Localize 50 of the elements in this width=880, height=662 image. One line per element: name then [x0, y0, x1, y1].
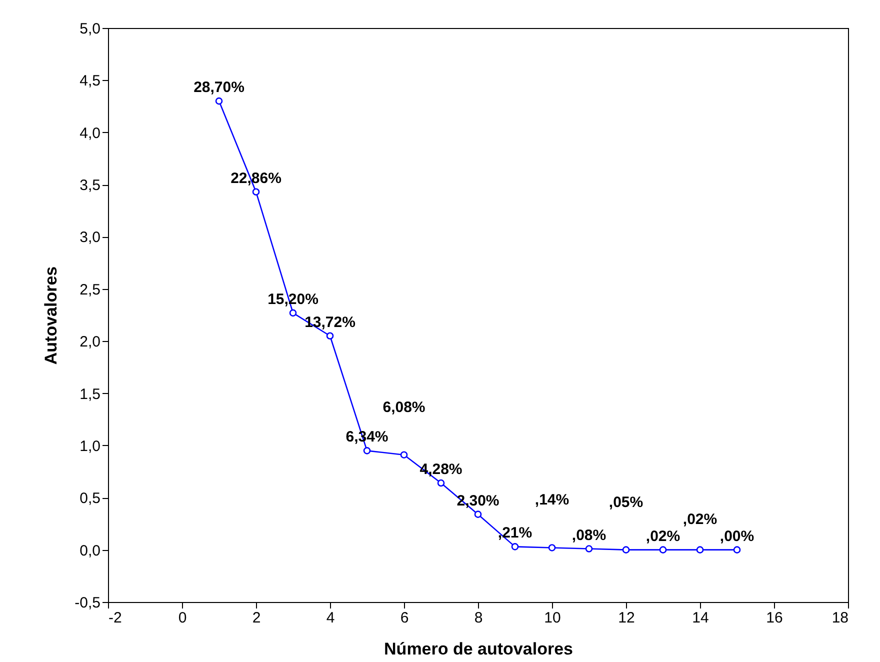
x-tick-label: 18	[832, 610, 848, 626]
point	[585, 545, 593, 552]
point	[400, 451, 408, 458]
y-tick-label: 4,5	[80, 72, 100, 90]
x-tick-label: 14	[692, 610, 709, 626]
y-tick-label: 1,0	[80, 438, 100, 455]
point	[252, 188, 260, 196]
y-tick-label: 0,0	[80, 542, 100, 560]
x-tick-label: 0	[178, 610, 187, 626]
x-tick-label: 16	[766, 610, 783, 626]
point	[326, 332, 334, 340]
annotation: ,02%	[682, 510, 718, 528]
x-tick-label: 6	[400, 610, 409, 626]
x-tick-label: 8	[474, 610, 483, 626]
point	[622, 546, 630, 554]
point	[215, 97, 223, 105]
y-tick-label: 3,0	[80, 229, 100, 246]
y-axis-title: Autovalores	[42, 266, 61, 365]
x-axis-title: Número de autovalores	[384, 640, 573, 658]
x-tick-label: 10	[544, 610, 561, 626]
y-tick-label: 5,0	[80, 20, 100, 38]
annotation: ,21%	[498, 524, 532, 542]
point	[289, 309, 297, 317]
point	[733, 546, 741, 554]
annotation: ,02%	[646, 528, 680, 545]
annotation: ,08%	[572, 526, 606, 544]
x-tick-label: 12	[618, 610, 635, 626]
y-tick-label: 0,5	[80, 490, 100, 508]
y-tick-label: -0,5	[74, 594, 100, 612]
annotation: ,14%	[534, 492, 570, 509]
annotation: 28,70%	[194, 79, 244, 96]
point	[363, 447, 371, 454]
point	[437, 479, 445, 487]
annotation: ,00%	[720, 528, 754, 545]
y-tick-label: 3,5	[80, 177, 100, 194]
annotation: ,05%	[608, 494, 644, 511]
point	[696, 546, 704, 554]
annotation: 6,08%	[382, 398, 426, 416]
x-tick-label: 4	[326, 610, 335, 626]
x-tick-label: -2	[108, 610, 122, 626]
y-tick-label: 1,5	[80, 386, 100, 403]
point	[511, 543, 519, 550]
annotation: 13,72%	[304, 314, 356, 331]
x-tick-label: 2	[252, 610, 261, 626]
point	[474, 510, 482, 518]
point	[548, 544, 556, 552]
y-tick-label: 2,5	[80, 281, 100, 298]
point	[659, 546, 667, 554]
y-tick-label: 2,0	[80, 334, 100, 351]
y-tick-label: 4,0	[80, 124, 100, 142]
